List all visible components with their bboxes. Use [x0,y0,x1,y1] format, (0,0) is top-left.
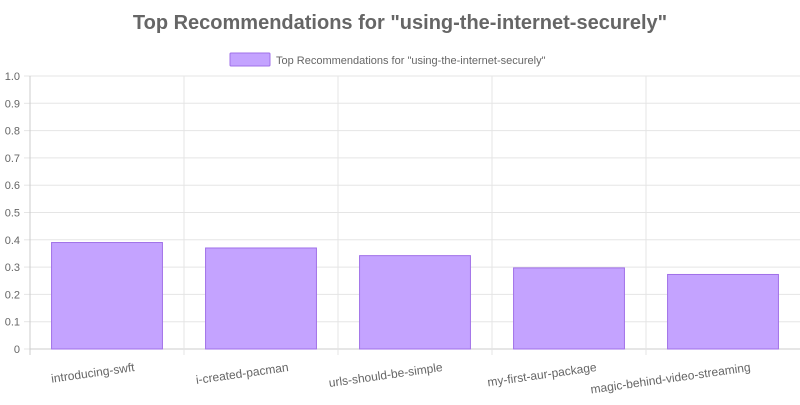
y-tick-label: 0.5 [5,208,20,220]
y-tick-label: 0 [14,344,20,356]
y-tick-label: 1.0 [5,71,20,83]
y-tick-label: 0.6 [5,180,20,192]
legend[interactable]: Top Recommendations for "using-the-inter… [229,52,546,67]
x-tick-label: i-created-pacman [195,360,289,387]
chart-title: Top Recommendations for "using-the-inter… [133,12,667,34]
x-tick-label: my-first-aur-package [487,360,598,389]
y-tick-label: 0.3 [5,262,20,274]
bar [359,255,471,350]
x-axis: introducing-swft i-created-pacman urls-sho… [50,360,751,396]
y-tick-label: 0.9 [5,98,20,110]
x-tick-label: urls-should-be-simple [328,360,444,390]
bar [667,273,779,350]
x-tick-label: magic-behind-video-streaming [590,360,752,396]
y-tick-label: 0.8 [5,126,20,138]
legend-label: Top Recommendations for "using-the-inter… [276,55,546,67]
bar [513,267,625,350]
x-tick-label: introducing-swft [50,360,136,386]
bars [51,242,779,350]
y-tick-label: 0.2 [5,289,20,301]
y-tick-label: 0.7 [5,153,20,165]
bar [205,247,317,350]
y-tick-label: 0.4 [5,235,20,247]
y-axis: 0 0.1 0.2 0.3 0.4 0.5 0.6 0.7 0.8 0.9 1.0 [5,71,20,356]
legend-swatch [229,52,271,67]
bar [51,242,163,350]
y-tick-label: 0.1 [5,317,20,329]
